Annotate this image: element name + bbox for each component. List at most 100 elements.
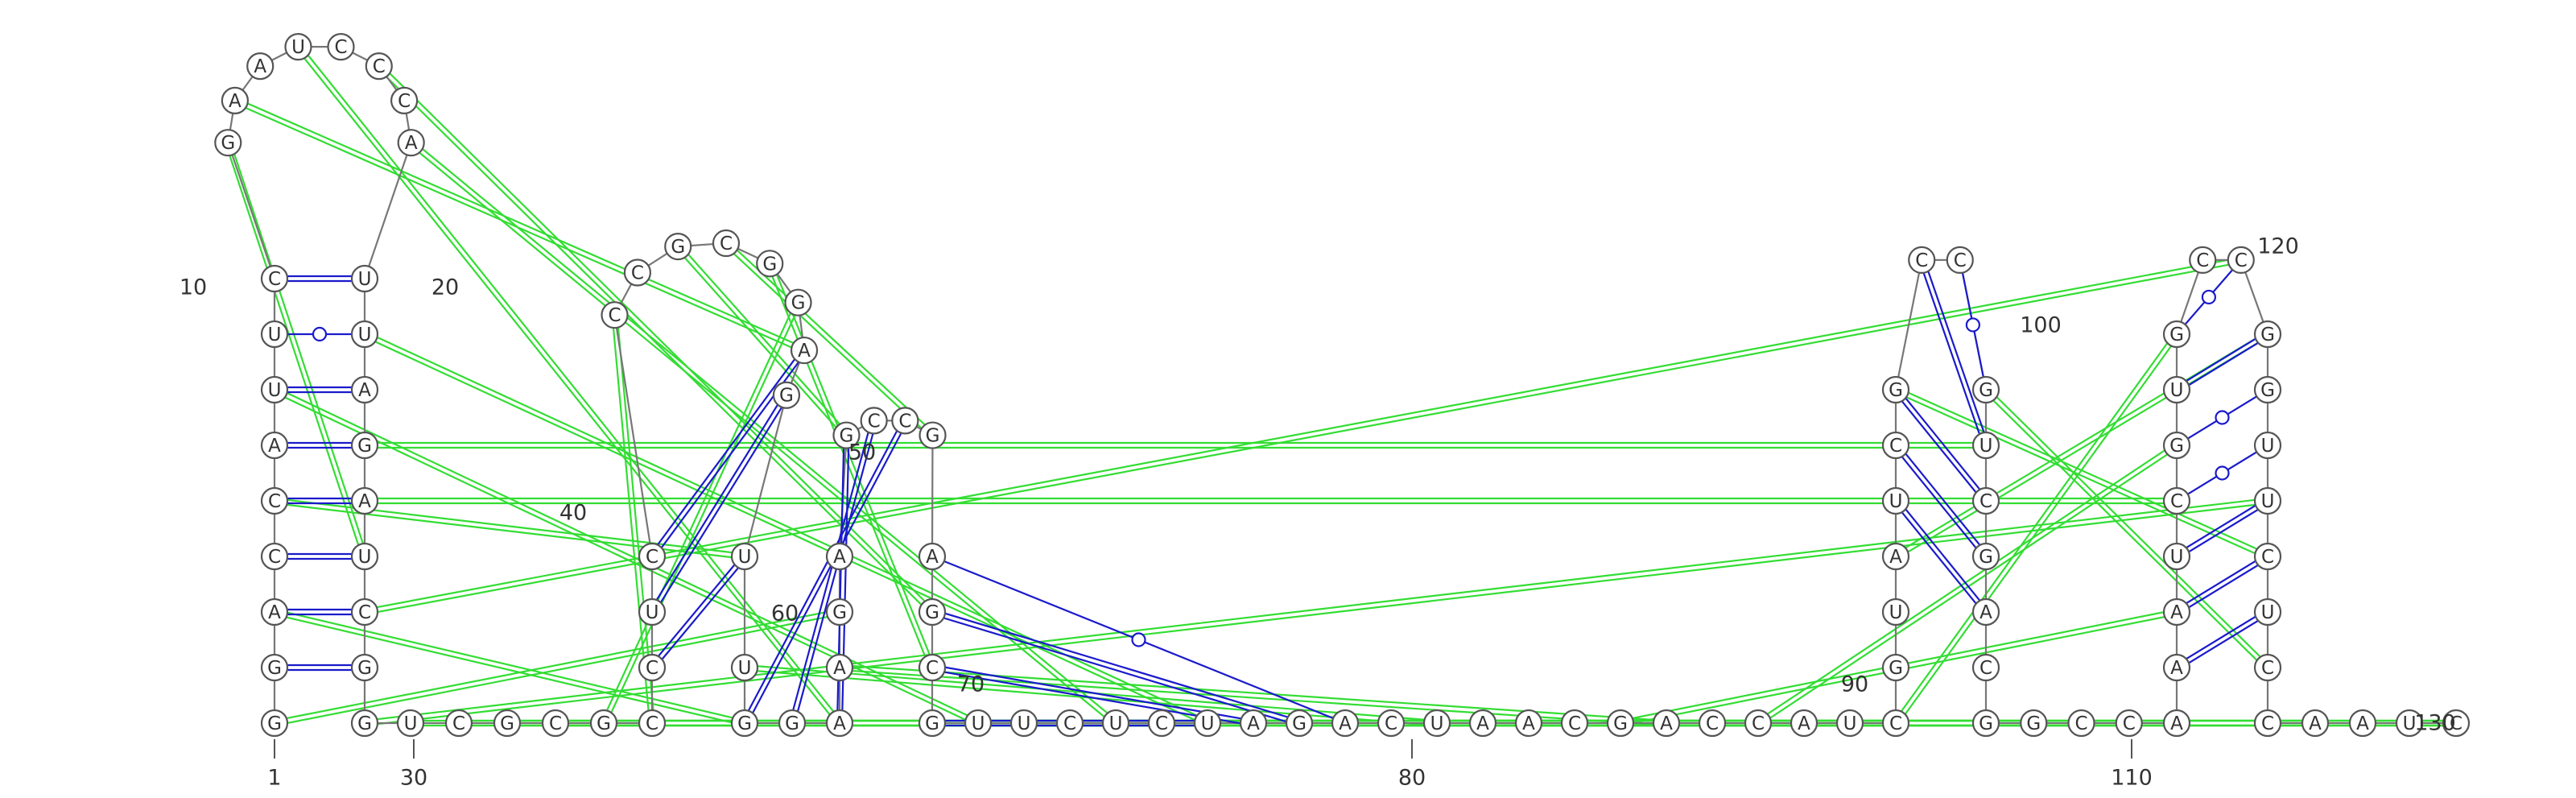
nucleotide: G	[260, 709, 289, 738]
position-ticks	[274, 739, 2132, 759]
nucleotide: C	[1971, 653, 2000, 682]
nucleotide: G	[2020, 709, 2048, 738]
nucleotide: C	[623, 258, 652, 287]
nucleotide-letter: U	[1843, 713, 1857, 734]
nucleotide-letter: U	[1201, 713, 1215, 734]
nucleotide: U	[964, 709, 993, 738]
nucleotide: G	[825, 597, 854, 626]
nucleotide: G	[730, 709, 759, 738]
nucleotide: U	[2253, 431, 2282, 460]
nucleotide-letter: C	[549, 713, 562, 734]
nucleotide: G	[832, 421, 861, 449]
nucleotide: C	[541, 709, 570, 738]
nucleotide: G	[918, 597, 947, 626]
nucleotide-letter: C	[2235, 250, 2248, 271]
nucleotide: U	[396, 709, 425, 738]
nucleotide-letter: U	[2261, 436, 2275, 457]
nucleotide-letter: U	[2170, 380, 2184, 401]
base-pair-line	[655, 404, 778, 601]
nucleotide-letter: C	[1063, 713, 1076, 734]
nucleotide-letter: G	[791, 293, 806, 314]
nucleotide: A	[1514, 709, 1543, 738]
nucleotide-letter: G	[2260, 325, 2275, 345]
nucleotide-letter: A	[1476, 713, 1489, 734]
nucleotide: G	[350, 709, 379, 738]
pseudoknot-link	[1893, 332, 2176, 722]
backbone-path	[227, 46, 2456, 725]
nucleotide-letter: C	[898, 411, 911, 432]
nucleotide-letter: U	[268, 325, 282, 345]
pseudoknot-link	[364, 256, 2241, 611]
nucleotide: C	[1698, 709, 1727, 738]
nucleotide-letter: A	[1889, 547, 1902, 568]
base-pair-line	[944, 612, 1288, 718]
nucleotide-letter: G	[2260, 380, 2275, 401]
nucleotide-letter: G	[840, 426, 854, 447]
nucleotide: C	[638, 709, 667, 738]
nucleotide: C	[918, 653, 947, 682]
nucleotide-letter: A	[358, 380, 371, 401]
nucleotide-letter: C	[631, 263, 644, 284]
nucleotide-letter: U	[1889, 602, 1903, 623]
nucleotide-letter: G	[2169, 325, 2184, 345]
nucleotide-letter: A	[833, 658, 846, 679]
nucleotide-letter: A	[798, 341, 811, 362]
pseudoknot-link	[1894, 391, 2268, 560]
nucleotide: U	[260, 375, 289, 404]
nucleotide-letter: G	[779, 386, 794, 407]
noncanonical-pair-marker	[1131, 632, 1146, 647]
pseudoknot-link	[1984, 391, 2267, 670]
nucleotide: C	[638, 653, 667, 682]
nucleotide: A	[2348, 709, 2377, 738]
nucleotide-letter: U	[2261, 491, 2275, 512]
nucleotide-letter: C	[334, 37, 347, 58]
nucleotide-letter: G	[737, 713, 752, 734]
nucleotide: G	[756, 250, 784, 278]
base-pair-line	[2188, 508, 2259, 553]
nucleotide: U	[2395, 709, 2424, 738]
position-label: 1	[267, 766, 281, 791]
nucleotide-letter: A	[358, 491, 371, 512]
nucleotide-letter: G	[832, 602, 847, 623]
nucleotide: U	[730, 542, 759, 571]
nucleotide: C	[1560, 709, 1589, 738]
nucleotide: A	[1971, 597, 2000, 626]
nucleotide: A	[2162, 597, 2191, 626]
nucleotide: G	[2162, 320, 2191, 349]
nucleotide: C	[2253, 542, 2282, 571]
pseudoknot-link	[299, 44, 843, 722]
nucleotide-letter: A	[926, 547, 939, 568]
base-pair-line	[943, 617, 1287, 723]
nucleotide: A	[246, 52, 275, 81]
nucleotide: C	[1147, 709, 1176, 738]
position-label: 130	[2414, 711, 2456, 736]
nucleotide: U	[350, 542, 379, 571]
nucleotide-letter: U	[268, 380, 282, 401]
base-pair-line	[2186, 504, 2256, 549]
pseudoknot-link	[274, 613, 745, 726]
nucleotide: U	[1009, 709, 1038, 738]
pseudoknot-link	[275, 609, 745, 722]
nucleotide: C	[2067, 709, 2095, 738]
nucleotide-letter: A	[268, 602, 281, 623]
nucleotide-letter: G	[1979, 713, 1993, 734]
nucleotide: A	[260, 597, 289, 626]
nucleotide-letter: C	[2261, 658, 2274, 679]
base-pair-line	[661, 567, 739, 660]
noncanonical-pair-marker	[2215, 465, 2230, 481]
nucleotide: G	[918, 709, 947, 738]
base-pair-line	[1901, 511, 1977, 605]
nucleotide: G	[1881, 375, 1910, 404]
base-pair-line	[2188, 619, 2259, 664]
nucleotide-letter: G	[1979, 547, 1993, 568]
nucleotide-letter: U	[1109, 713, 1123, 734]
base-pair-line	[2186, 337, 2256, 382]
nucleotide: C	[638, 542, 667, 571]
position-label: 110	[2111, 766, 2153, 791]
nucleotide: G	[778, 709, 807, 738]
base-pair-line	[2186, 615, 2256, 660]
base-pair-line	[1905, 397, 1981, 490]
